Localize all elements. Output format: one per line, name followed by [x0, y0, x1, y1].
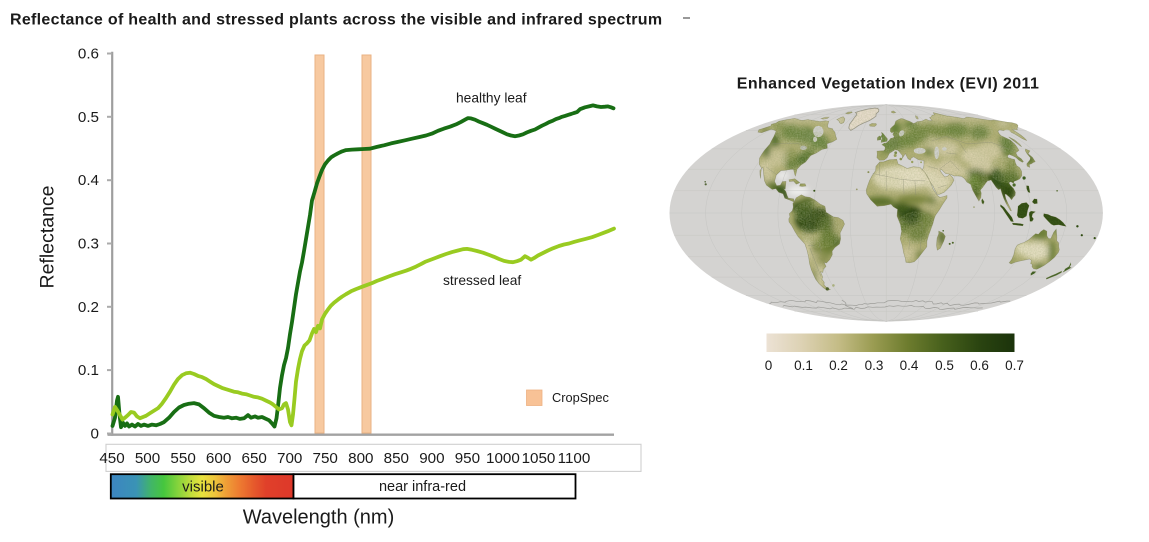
svg-text:750: 750 — [313, 450, 338, 467]
svg-text:800: 800 — [348, 450, 373, 467]
svg-text:700: 700 — [277, 450, 302, 467]
svg-text:0.4: 0.4 — [78, 172, 99, 189]
svg-text:stressed leaf: stressed leaf — [443, 273, 521, 288]
svg-text:650: 650 — [242, 450, 267, 467]
svg-text:1050: 1050 — [522, 450, 556, 467]
svg-text:0.3: 0.3 — [78, 236, 99, 253]
svg-text:0: 0 — [91, 426, 99, 443]
svg-text:1000: 1000 — [486, 450, 520, 467]
svg-text:Reflectance: Reflectance — [37, 186, 59, 289]
svg-text:0.5: 0.5 — [78, 109, 99, 126]
svg-text:0.3: 0.3 — [865, 358, 884, 373]
svg-text:850: 850 — [384, 450, 409, 467]
svg-text:0.6: 0.6 — [78, 46, 99, 63]
svg-text:600: 600 — [206, 450, 231, 467]
svg-text:0.5: 0.5 — [935, 358, 954, 373]
svg-text:0.7: 0.7 — [1005, 358, 1024, 373]
svg-text:1100: 1100 — [558, 450, 591, 467]
svg-text:visible: visible — [182, 479, 224, 496]
svg-text:450: 450 — [99, 450, 124, 467]
svg-text:CropSpec: CropSpec — [552, 390, 610, 405]
svg-text:950: 950 — [455, 450, 480, 467]
svg-text:550: 550 — [170, 450, 195, 467]
svg-text:500: 500 — [135, 450, 160, 467]
svg-text:0.6: 0.6 — [970, 358, 989, 373]
svg-text:0: 0 — [765, 358, 773, 373]
svg-text:healthy leaf: healthy leaf — [456, 91, 527, 106]
svg-text:0.2: 0.2 — [78, 299, 99, 316]
svg-text:0.1: 0.1 — [794, 358, 813, 373]
svg-text:0.1: 0.1 — [78, 362, 99, 379]
svg-text:near infra-red: near infra-red — [379, 479, 466, 495]
svg-text:Enhanced Vegetation Index (EVI: Enhanced Vegetation Index (EVI) 2011 — [737, 76, 1040, 93]
svg-text:0.2: 0.2 — [829, 358, 848, 373]
svg-text:Wavelength (nm): Wavelength (nm) — [243, 507, 395, 529]
svg-text:900: 900 — [419, 450, 444, 467]
svg-text:Reflectance of health and stre: Reflectance of health and stressed plant… — [10, 12, 662, 29]
svg-text:0.4: 0.4 — [900, 358, 919, 373]
